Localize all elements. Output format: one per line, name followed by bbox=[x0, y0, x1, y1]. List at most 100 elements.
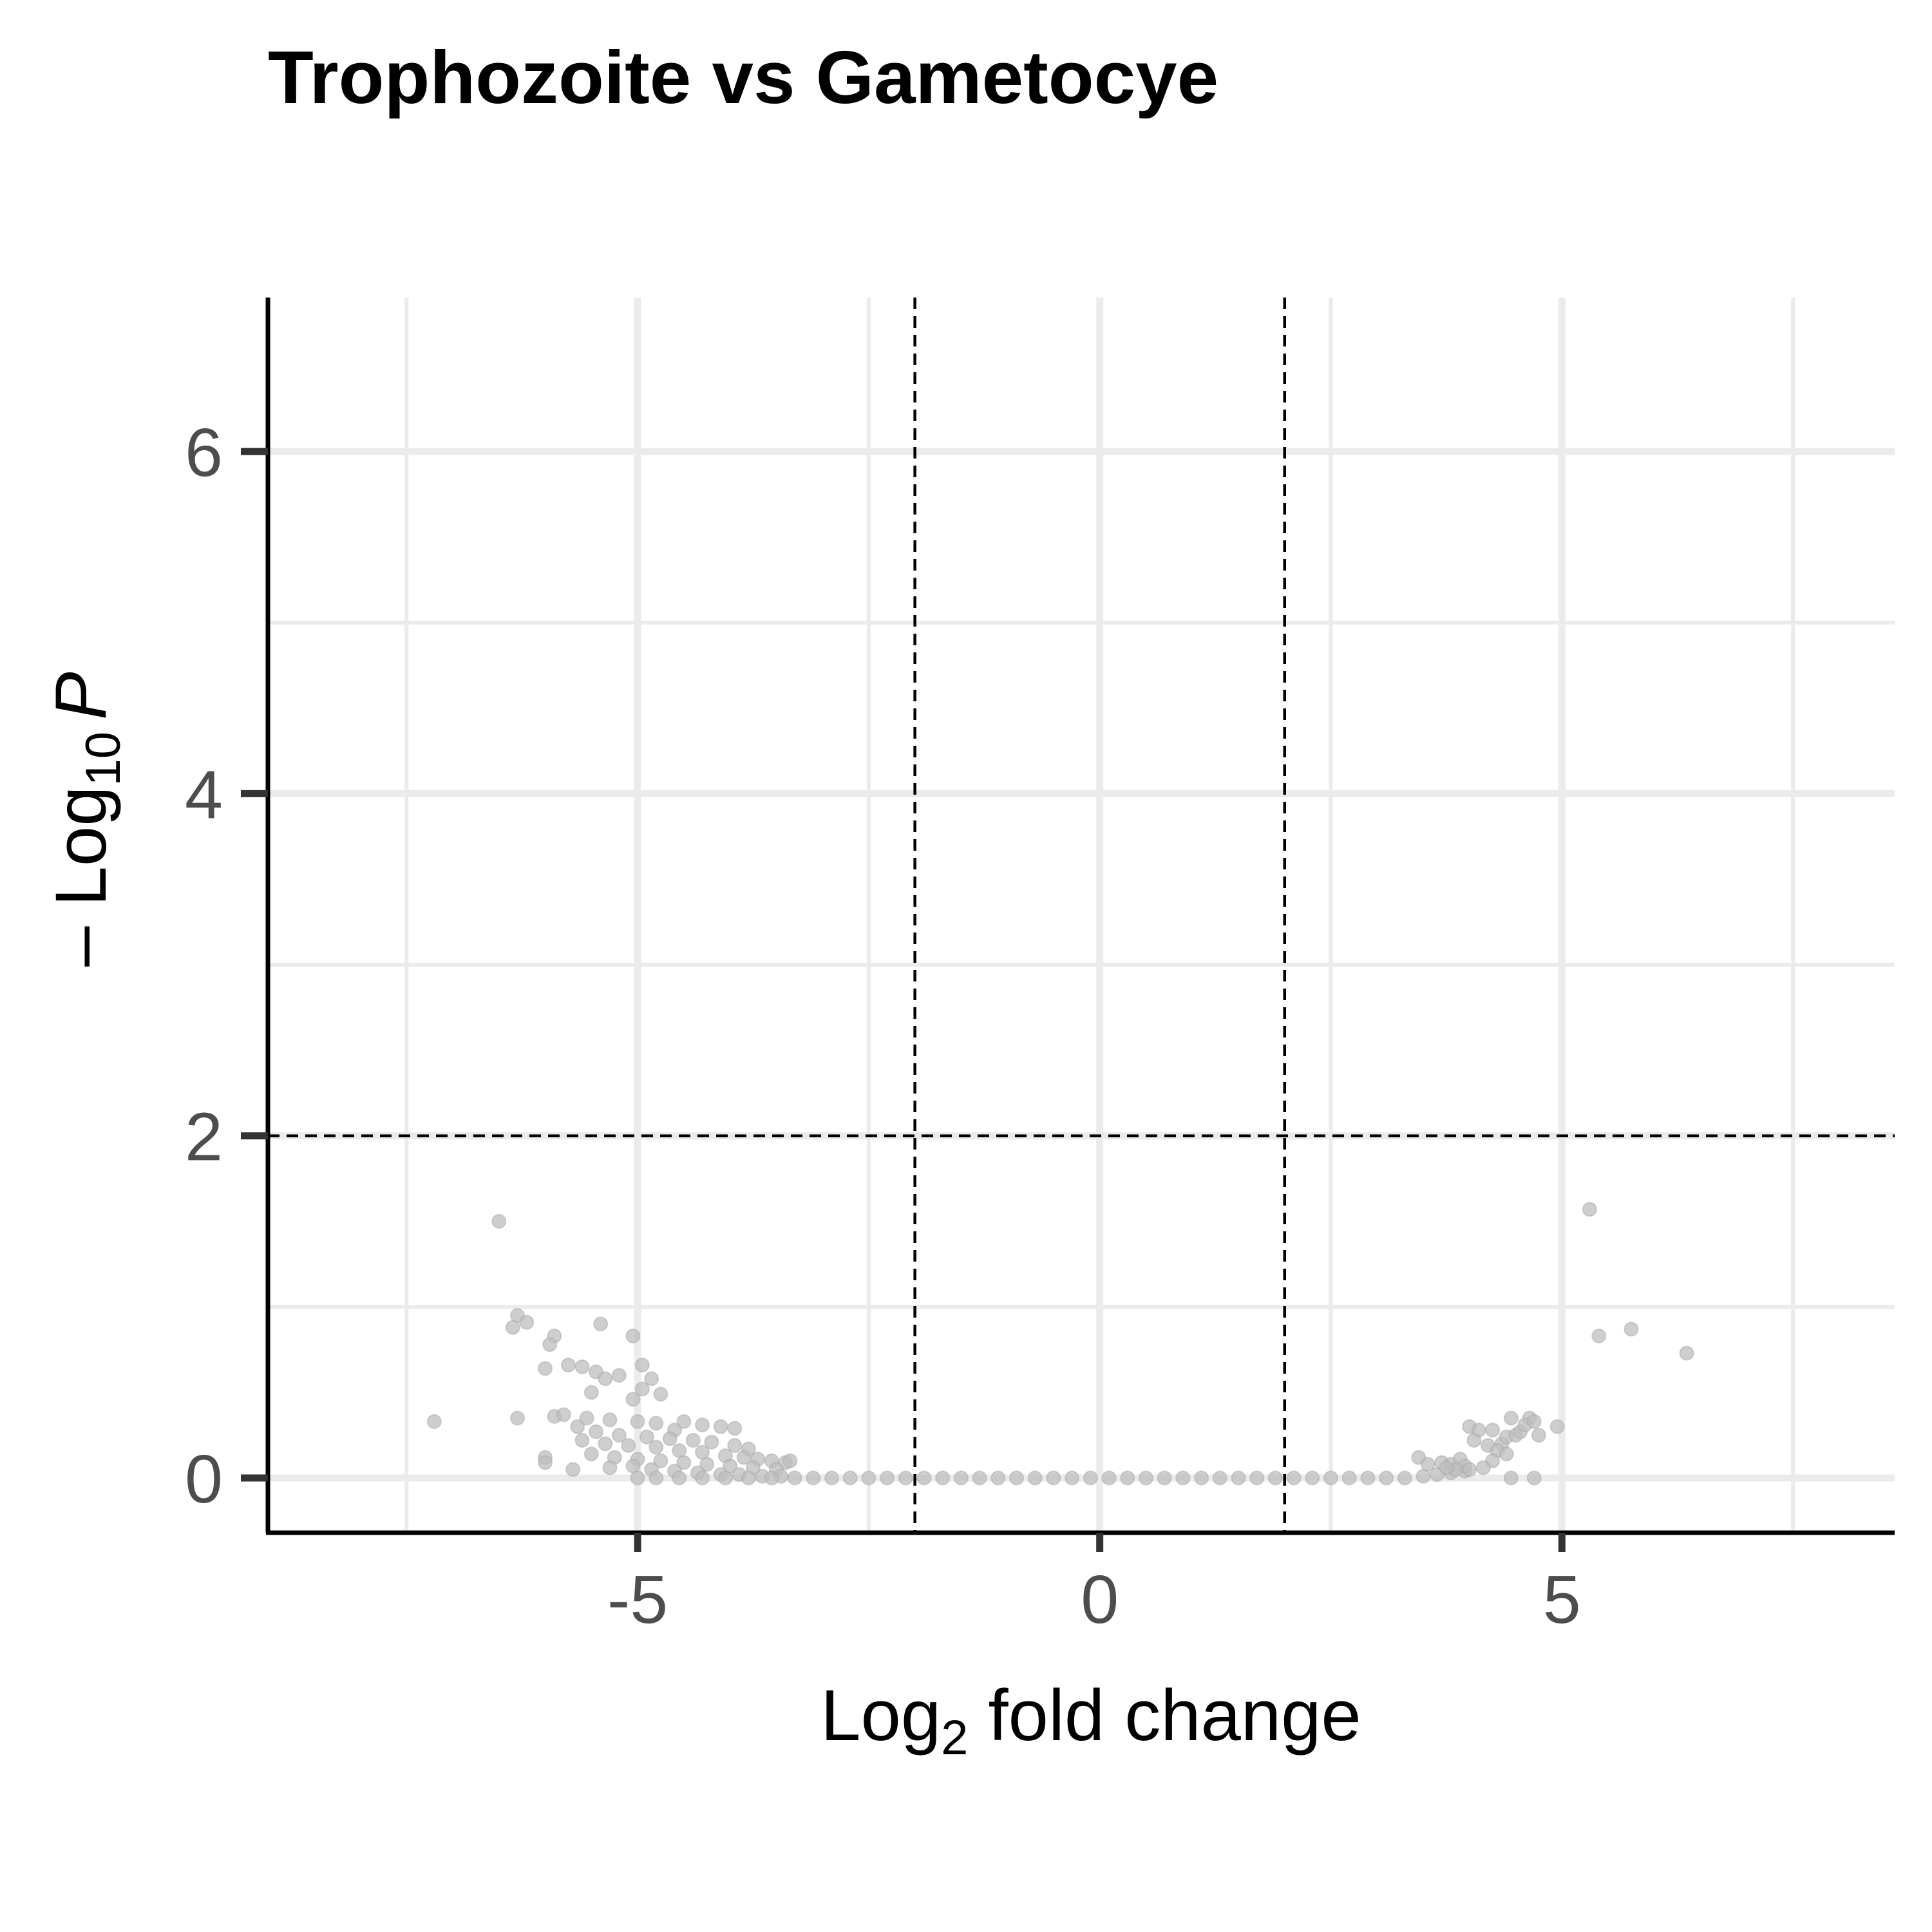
gridlines bbox=[268, 298, 1895, 1533]
data-point bbox=[806, 1470, 821, 1486]
data-point bbox=[556, 1407, 571, 1423]
data-point bbox=[1462, 1462, 1477, 1477]
x-axis-title-subscript: 2 bbox=[941, 1710, 968, 1765]
data-point bbox=[1549, 1419, 1565, 1434]
data-point bbox=[1175, 1470, 1191, 1486]
data-point bbox=[625, 1329, 641, 1344]
data-point bbox=[727, 1421, 743, 1436]
data-point bbox=[990, 1470, 1006, 1486]
data-point bbox=[741, 1470, 756, 1486]
data-point bbox=[634, 1358, 650, 1373]
data-point bbox=[1249, 1470, 1265, 1486]
data-point bbox=[602, 1412, 618, 1428]
data-point bbox=[542, 1337, 558, 1352]
data-point bbox=[611, 1428, 627, 1443]
data-point bbox=[583, 1446, 599, 1462]
data-point bbox=[598, 1371, 613, 1387]
x-tick-label: 5 bbox=[1543, 1562, 1581, 1638]
data-point bbox=[972, 1470, 987, 1486]
data-point bbox=[662, 1431, 677, 1446]
data-point bbox=[649, 1470, 664, 1486]
y-axis-title-italic: P bbox=[41, 672, 121, 720]
chart-title: Trophozoite vs Gametocye bbox=[268, 35, 1219, 119]
data-point bbox=[685, 1433, 701, 1448]
data-point bbox=[1531, 1428, 1546, 1443]
data-point bbox=[727, 1438, 743, 1454]
data-point bbox=[1046, 1470, 1061, 1486]
data-point bbox=[630, 1414, 645, 1429]
data-point bbox=[574, 1359, 590, 1374]
data-point bbox=[630, 1470, 645, 1486]
data-point bbox=[1138, 1470, 1153, 1486]
data-point bbox=[560, 1358, 576, 1373]
x-axis-title-main: Log bbox=[820, 1675, 941, 1756]
data-point bbox=[676, 1455, 692, 1470]
data-point bbox=[653, 1453, 668, 1468]
data-point bbox=[1065, 1470, 1080, 1486]
data-point bbox=[880, 1470, 895, 1486]
y-tick-label: 2 bbox=[185, 1099, 223, 1175]
x-axis-title-rest: fold change bbox=[968, 1675, 1361, 1756]
data-point bbox=[1526, 1414, 1542, 1429]
data-point bbox=[598, 1436, 613, 1452]
axes bbox=[241, 298, 1895, 1552]
data-point bbox=[574, 1433, 590, 1448]
y-tick-label: 0 bbox=[185, 1441, 223, 1517]
data-point bbox=[1582, 1202, 1597, 1217]
data-point bbox=[717, 1470, 733, 1486]
data-point bbox=[713, 1419, 728, 1434]
cutoff-lines bbox=[268, 298, 1895, 1533]
data-point bbox=[1286, 1470, 1302, 1486]
data-point bbox=[593, 1316, 609, 1332]
data-point bbox=[653, 1387, 668, 1402]
data-point bbox=[1679, 1345, 1694, 1361]
x-axis-title: Log2 fold change bbox=[820, 1675, 1361, 1765]
data-point bbox=[1231, 1470, 1246, 1486]
data-point bbox=[1212, 1470, 1227, 1486]
y-axis-title-prefix: – Log bbox=[41, 786, 121, 966]
data-point bbox=[898, 1470, 913, 1486]
data-point bbox=[538, 1455, 553, 1470]
data-point bbox=[935, 1470, 951, 1486]
data-point bbox=[1379, 1470, 1394, 1486]
data-point bbox=[644, 1371, 659, 1387]
data-point bbox=[611, 1368, 627, 1383]
data-point bbox=[1267, 1470, 1283, 1486]
data-point bbox=[510, 1410, 526, 1426]
data-point bbox=[916, 1470, 932, 1486]
data-point bbox=[505, 1320, 520, 1335]
data-point bbox=[699, 1457, 715, 1472]
data-point bbox=[1485, 1423, 1501, 1438]
x-tick-label: -5 bbox=[607, 1562, 668, 1638]
data-point bbox=[634, 1381, 650, 1397]
data-point bbox=[861, 1470, 876, 1486]
data-point bbox=[1341, 1470, 1357, 1486]
data-point bbox=[1305, 1470, 1320, 1486]
data-point bbox=[1591, 1329, 1607, 1344]
data-point bbox=[1157, 1470, 1172, 1486]
y-tick-label: 6 bbox=[185, 415, 223, 491]
data-point bbox=[565, 1462, 581, 1477]
data-point bbox=[1194, 1470, 1209, 1486]
data-point bbox=[1420, 1457, 1435, 1472]
data-point bbox=[1475, 1460, 1491, 1475]
data-point bbox=[782, 1453, 798, 1468]
data-point bbox=[764, 1470, 779, 1486]
data-point bbox=[1439, 1460, 1454, 1475]
data-point bbox=[1083, 1470, 1098, 1486]
y-axis-title: – Log10 P bbox=[41, 672, 131, 967]
data-point bbox=[639, 1429, 654, 1444]
data-point bbox=[621, 1438, 636, 1454]
data-point bbox=[695, 1470, 710, 1486]
data-point bbox=[672, 1470, 687, 1486]
data-point bbox=[1499, 1446, 1514, 1462]
y-axis-title-subscript: 10 bbox=[76, 732, 131, 786]
data-point bbox=[1624, 1321, 1639, 1337]
data-point bbox=[1503, 1410, 1519, 1426]
data-point bbox=[1120, 1470, 1135, 1486]
data-point bbox=[1323, 1470, 1339, 1486]
data-point bbox=[1360, 1470, 1376, 1486]
data-point bbox=[538, 1361, 553, 1376]
data-point bbox=[1027, 1470, 1043, 1486]
data-point bbox=[1503, 1470, 1519, 1486]
